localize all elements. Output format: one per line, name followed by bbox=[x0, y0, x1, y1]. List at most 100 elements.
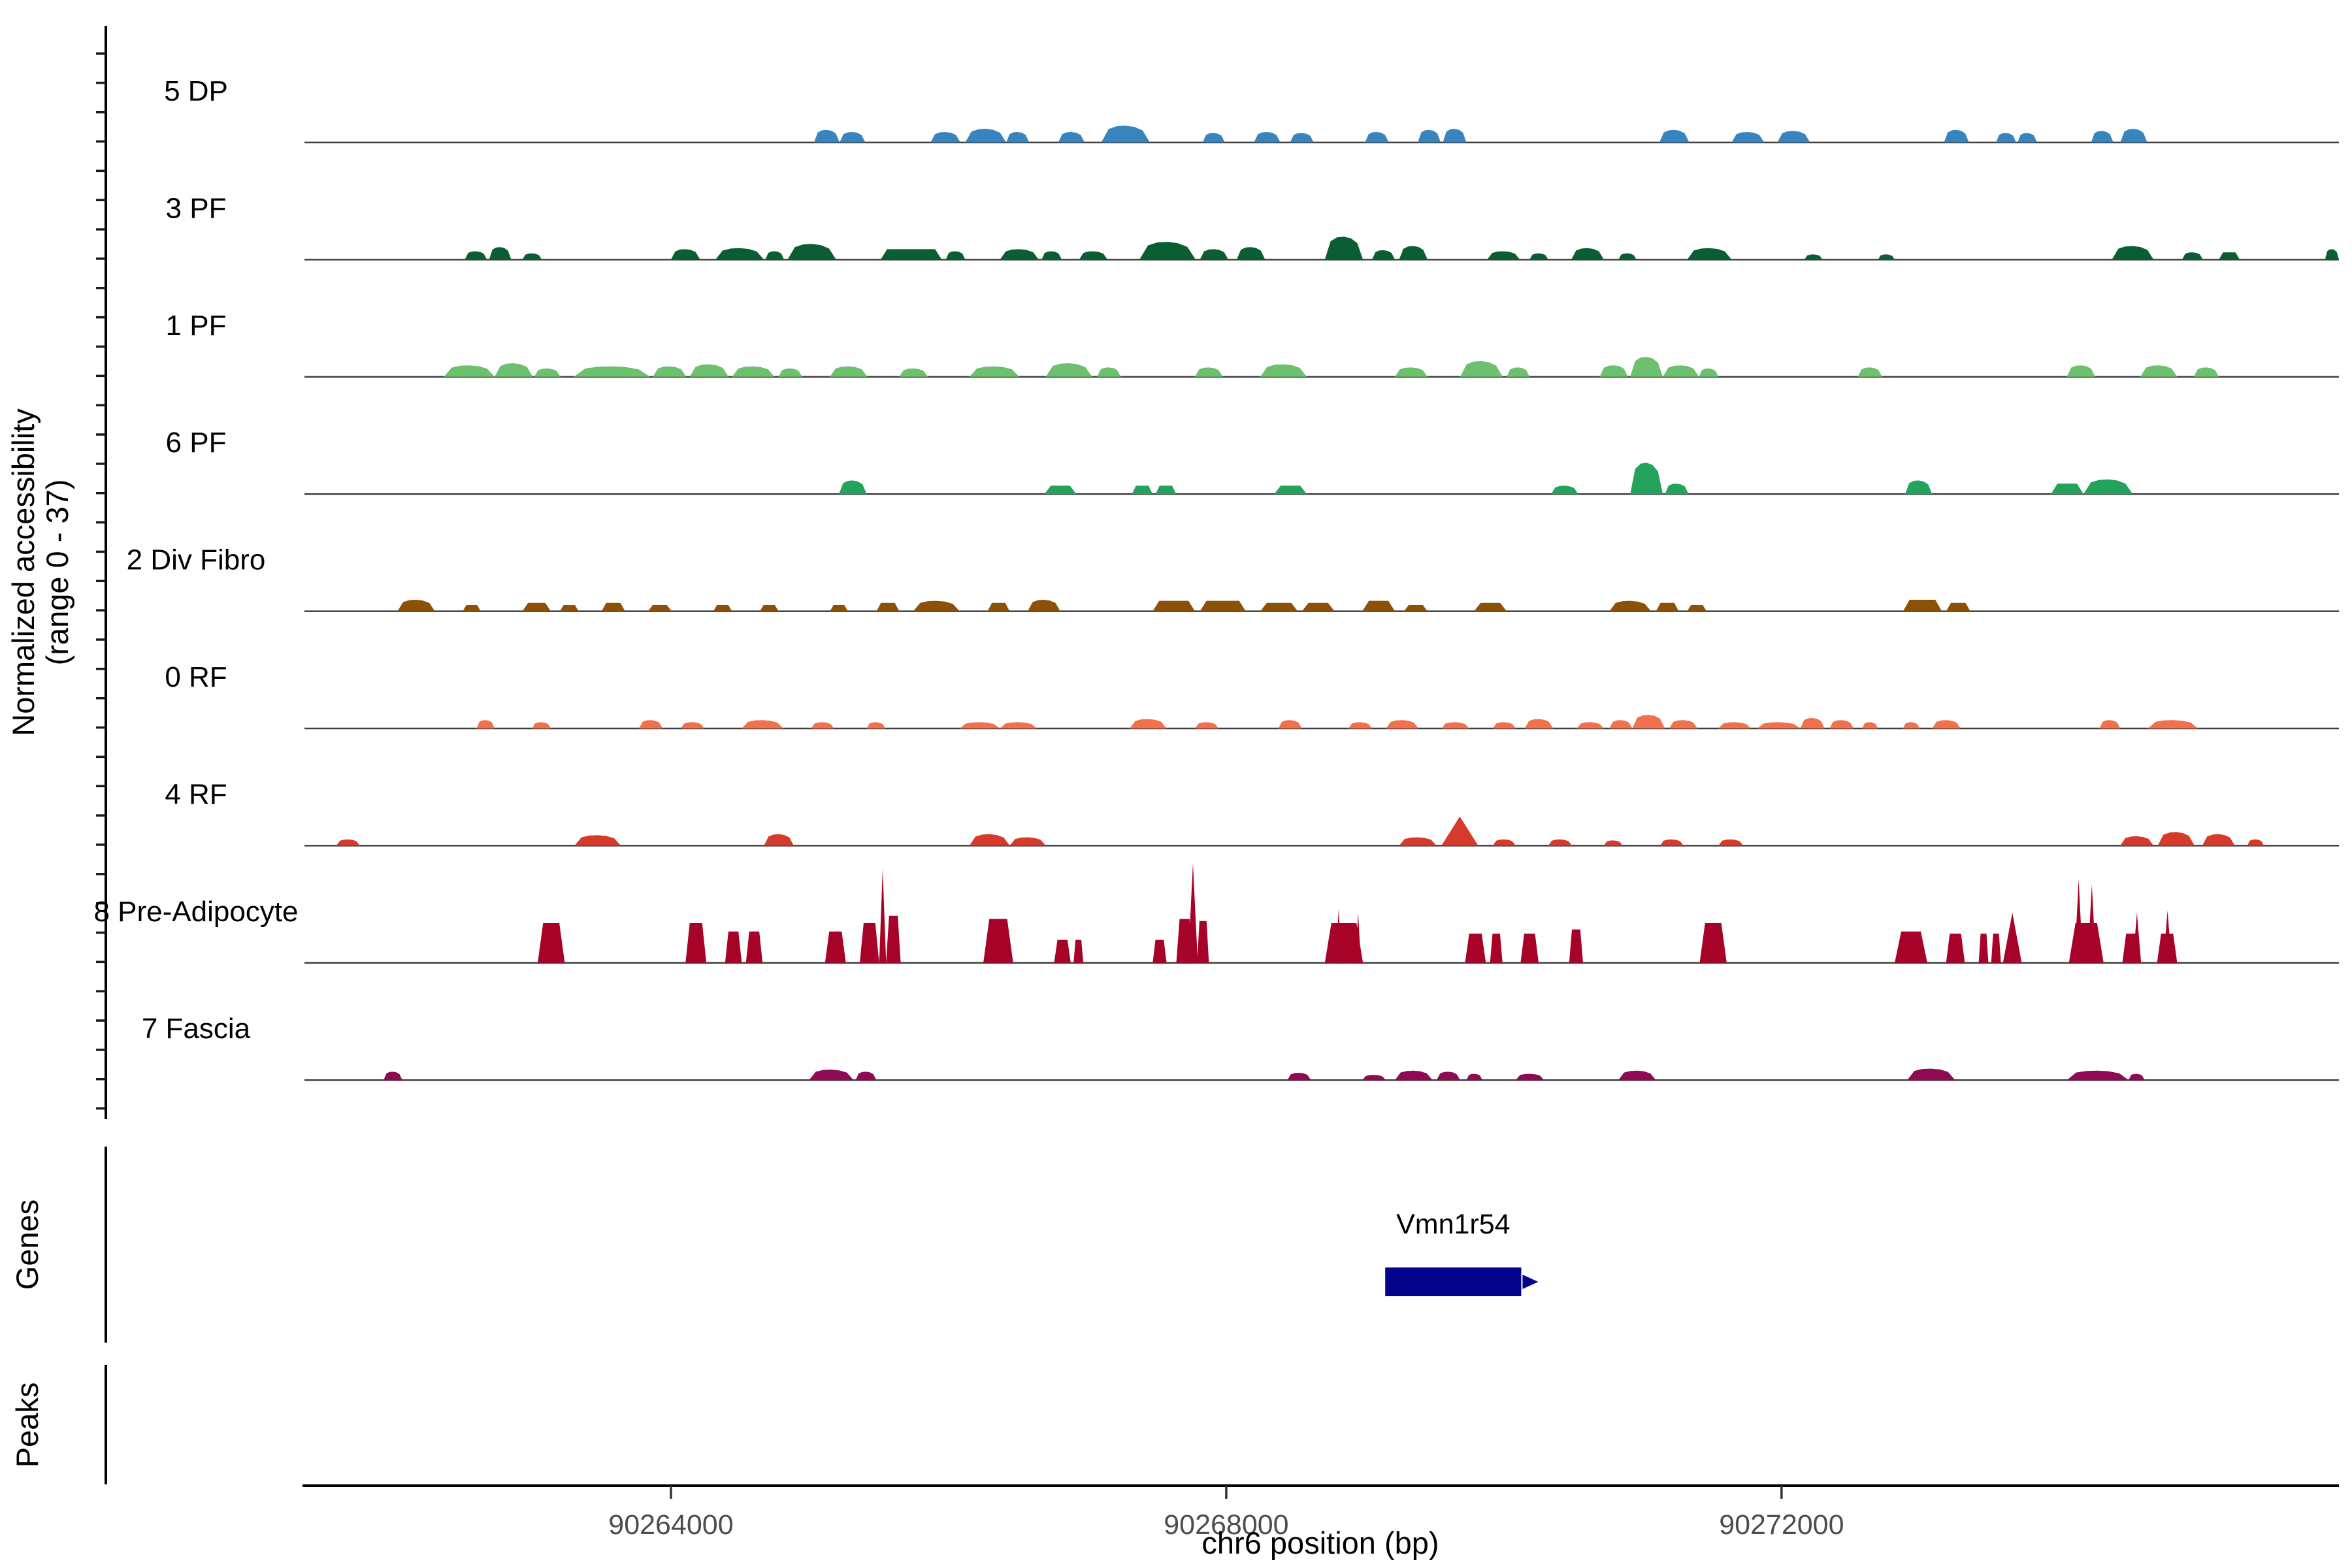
signal-peak bbox=[2112, 246, 2154, 260]
signal-peak bbox=[2140, 365, 2178, 377]
signal-peak bbox=[465, 251, 487, 260]
signal-peak bbox=[1044, 485, 1077, 495]
signal-peak bbox=[1996, 133, 2016, 142]
signal-peak bbox=[1362, 600, 1396, 612]
signal-peak bbox=[1274, 485, 1307, 495]
signal-peak bbox=[1290, 133, 1314, 142]
signal-peak bbox=[1777, 131, 1810, 142]
signal-peak bbox=[1903, 722, 1920, 728]
signal-peak bbox=[840, 132, 866, 142]
signal-peak bbox=[945, 251, 966, 260]
y-axis-label: Normalized accessibility (range 0 - 37) bbox=[6, 408, 74, 736]
signal-peak bbox=[1386, 720, 1419, 728]
signal-peak bbox=[574, 366, 651, 377]
signal-peak bbox=[489, 247, 512, 260]
signal-peak bbox=[813, 129, 840, 142]
signal-peak bbox=[2066, 1070, 2129, 1081]
signal-peak bbox=[1197, 921, 1209, 963]
signal-peak bbox=[1097, 367, 1121, 377]
signal-peak bbox=[534, 368, 561, 377]
signal-peak bbox=[809, 1070, 854, 1081]
signal-peak bbox=[1324, 237, 1364, 260]
signal-peak bbox=[1665, 483, 1689, 495]
signal-peak bbox=[1372, 250, 1396, 260]
signal-peak bbox=[1576, 722, 1604, 728]
signal-peak bbox=[1355, 913, 1362, 963]
signal-peak bbox=[1152, 600, 1196, 612]
signal-peak bbox=[495, 363, 533, 377]
signal-peak bbox=[830, 605, 848, 612]
signal-peak bbox=[1903, 600, 1942, 612]
signal-peak bbox=[778, 368, 802, 377]
signal-peak bbox=[2163, 910, 2172, 963]
signal-peak bbox=[880, 249, 942, 260]
signal-peak bbox=[1260, 364, 1307, 377]
signal-peak bbox=[839, 480, 867, 495]
signal-peak bbox=[1041, 251, 1062, 260]
signal-peak bbox=[1301, 602, 1335, 612]
x-axis-tick-label: 90272000 bbox=[1719, 1509, 1844, 1541]
signal-peak bbox=[2129, 1073, 2145, 1081]
track-6-pf: 6 PF bbox=[166, 427, 2339, 495]
signal-peak bbox=[745, 931, 763, 963]
signal-peak bbox=[1132, 485, 1153, 495]
signal-peak bbox=[653, 366, 687, 377]
signal-peak bbox=[559, 605, 579, 612]
signal-peak bbox=[1365, 132, 1389, 142]
signal-peak bbox=[1155, 485, 1177, 495]
signal-peak bbox=[1551, 485, 1578, 495]
signal-peak bbox=[1599, 365, 1629, 377]
signal-peak bbox=[1659, 129, 1690, 142]
signal-peak bbox=[1492, 722, 1516, 728]
signal-peak bbox=[830, 366, 868, 377]
track-label-7-fascia: 7 Fascia bbox=[142, 1013, 251, 1045]
signal-peak bbox=[639, 720, 663, 728]
signal-peak bbox=[444, 365, 495, 377]
signal-peak bbox=[1946, 602, 1970, 612]
peaks-section: Peaks bbox=[10, 1365, 107, 1484]
gene-strand-arrow-icon bbox=[1522, 1275, 1539, 1289]
track-signal bbox=[476, 715, 2198, 728]
signal-peak bbox=[2325, 249, 2339, 260]
signal-peak bbox=[2157, 832, 2195, 846]
signal-peak bbox=[1441, 722, 1469, 728]
signal-peak bbox=[859, 923, 879, 963]
signal-peak bbox=[969, 834, 1010, 846]
signal-peak bbox=[1058, 132, 1085, 142]
signal-peak bbox=[1195, 367, 1223, 377]
accessibility-axis-bracket bbox=[96, 26, 107, 1119]
signal-peak bbox=[2193, 367, 2219, 377]
signal-peak bbox=[1699, 368, 1719, 377]
signal-peak bbox=[1618, 1070, 1656, 1081]
signal-peak bbox=[1878, 254, 1895, 260]
signal-peak bbox=[876, 602, 900, 612]
track-3-pf: 3 PF bbox=[166, 192, 2339, 261]
signal-peak bbox=[1254, 132, 1281, 142]
signal-peak bbox=[1659, 839, 1684, 846]
track-5-dp: 5 DP bbox=[164, 75, 2339, 144]
track-label-4-rf: 4 RF bbox=[165, 778, 227, 810]
signal-peak bbox=[1101, 125, 1151, 142]
signal-peak bbox=[1474, 602, 1507, 612]
signal-peak bbox=[1324, 923, 1364, 963]
gene-body bbox=[1385, 1267, 1522, 1296]
track-8-pre-adipocyte: 8 Pre-Adipocyte bbox=[93, 863, 2339, 964]
signal-peak bbox=[764, 834, 794, 846]
signal-peak bbox=[913, 600, 960, 612]
signal-peak bbox=[522, 253, 542, 260]
signal-peak bbox=[987, 602, 1010, 612]
signal-peak bbox=[1718, 722, 1752, 728]
signal-peak bbox=[1130, 719, 1167, 728]
signal-peak bbox=[1991, 934, 2001, 963]
track-signal bbox=[336, 816, 2264, 846]
signal-peak bbox=[1028, 600, 1060, 612]
signal-peak bbox=[983, 919, 1013, 963]
signal-peak bbox=[1630, 357, 1663, 377]
track-signal bbox=[465, 237, 2339, 260]
signal-peak bbox=[1200, 600, 1246, 612]
signal-peak bbox=[1978, 934, 1989, 963]
signal-peak bbox=[2017, 133, 2037, 142]
signal-peak bbox=[2074, 879, 2083, 963]
